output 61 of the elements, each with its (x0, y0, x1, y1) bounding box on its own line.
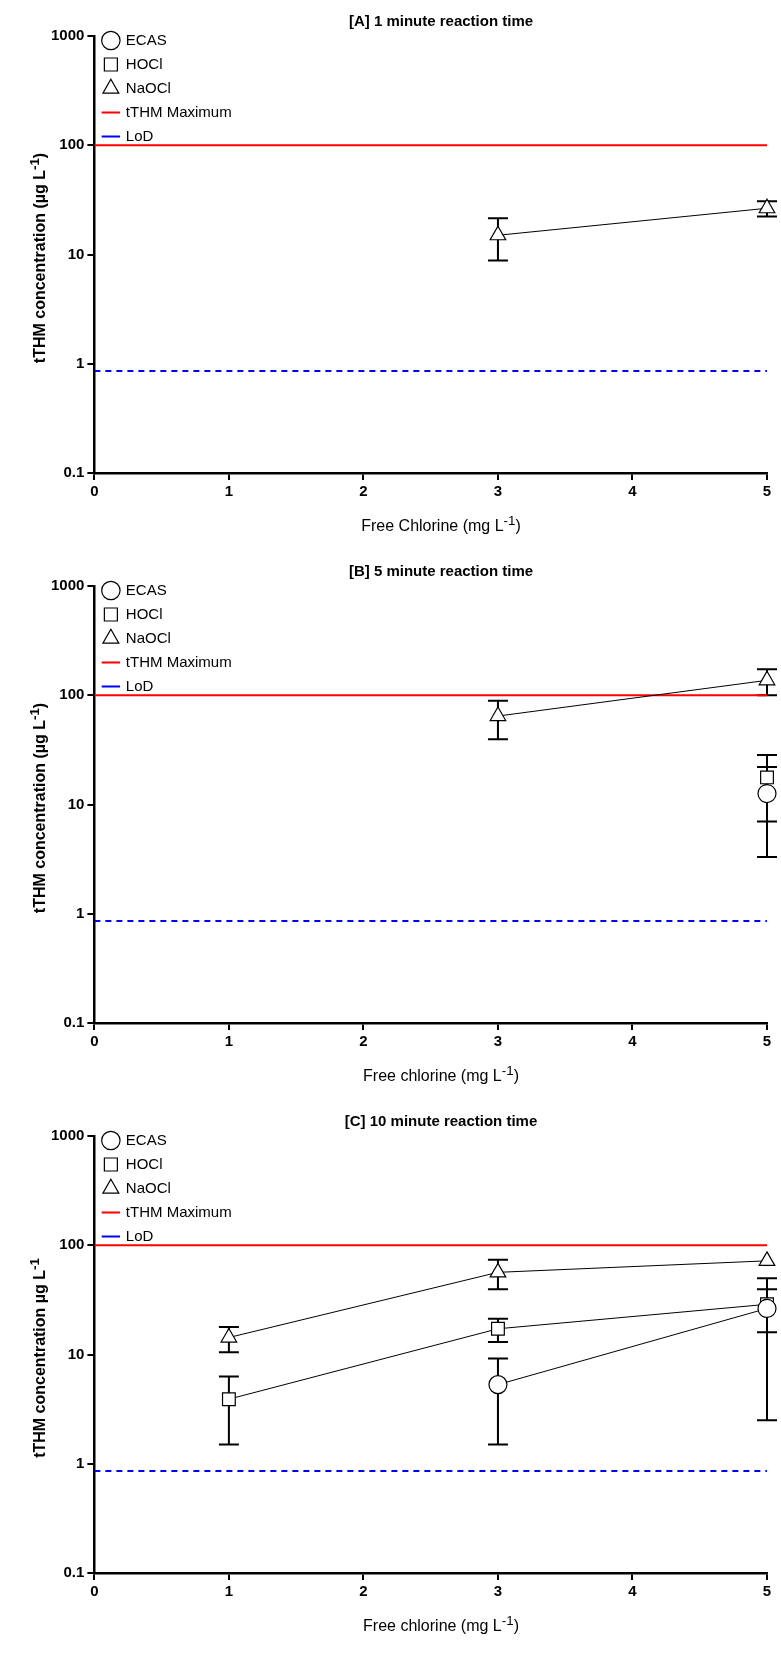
legend-label: LoD (125, 126, 154, 144)
point (758, 1251, 776, 1266)
legend-label: tTHM Maximum (125, 1202, 232, 1220)
chart-title: [A] 1 minute reaction time (347, 12, 535, 29)
x-tick-label: 3 (493, 1032, 503, 1050)
x-tick-label: 0 (90, 1032, 99, 1050)
y-tick-label: 100 (59, 1235, 85, 1253)
x-tick-label: 4 (628, 482, 638, 500)
point (488, 1375, 508, 1395)
legend-label: HOCl (125, 1154, 163, 1172)
y-tick-label: 1000 (50, 1126, 85, 1144)
y-tick-label: 1 (76, 903, 85, 921)
legend-label: LoD (125, 1226, 154, 1244)
chart-title: [C] 10 minute reaction time (343, 1112, 539, 1129)
y-tick-label: 0.1 (63, 1563, 85, 1581)
point (220, 1327, 238, 1343)
x-tick-label: 5 (762, 1032, 772, 1050)
point (757, 1298, 777, 1319)
x-tick-label: 0 (90, 482, 99, 500)
x-tick-label: 4 (628, 1032, 638, 1050)
x-tick-label: 1 (224, 482, 234, 500)
legend-label: LoD (125, 676, 154, 694)
y-tick-label: 1 (76, 1453, 85, 1471)
legend-label: ECAS (125, 1130, 167, 1148)
x-tick-label: 5 (762, 482, 772, 500)
point (221, 1392, 236, 1407)
x-tick-label: 2 (359, 1032, 368, 1050)
y-tick-label: 1 (76, 353, 85, 371)
legend-label: NaOCl (125, 78, 171, 96)
x-tick-label: 3 (493, 482, 503, 500)
y-tick-label: 0.1 (63, 1013, 85, 1031)
legend-label: tTHM Maximum (125, 102, 232, 120)
y-tick-label: 100 (59, 685, 85, 703)
x-tick-label: 2 (359, 1582, 368, 1600)
x-tick-label: 3 (493, 1582, 503, 1600)
x-tick-label: 5 (762, 1582, 772, 1600)
legend-label: HOCl (125, 604, 163, 622)
chart-title: [B] 5 minute reaction time (347, 562, 535, 579)
legend-label: HOCl (125, 54, 163, 72)
x-tick-label: 1 (224, 1582, 234, 1600)
x-tick-label: 2 (359, 482, 368, 500)
x-tick-label: 4 (628, 1582, 638, 1600)
x-tick-label: 0 (90, 1582, 99, 1600)
legend-label: ECAS (125, 580, 167, 598)
y-tick-label: 10 (67, 244, 85, 262)
y-tick-label: 1000 (50, 26, 85, 44)
legend-label: tTHM Maximum (125, 652, 232, 670)
y-tick-label: 0.1 (63, 463, 85, 481)
y-tick-label: 10 (67, 1344, 85, 1362)
legend-label: NaOCl (125, 1178, 171, 1196)
point (489, 1262, 507, 1278)
x-tick-label: 1 (224, 1032, 234, 1050)
y-tick-label: 1000 (50, 576, 85, 594)
legend-label: ECAS (125, 30, 167, 48)
x-axis-title: Free chlorine (mg L$^{-1}$) (362, 1063, 520, 1086)
legend-label: NaOCl (125, 628, 171, 646)
x-axis-title: Free chlorine (mg L$^{-1}$) (362, 1613, 520, 1636)
point (490, 1321, 505, 1336)
y-tick-label: 10 (67, 794, 85, 812)
x-axis-title: Free Chlorine (mg L$^{-1}$) (360, 513, 522, 536)
y-tick-label: 100 (59, 135, 85, 153)
